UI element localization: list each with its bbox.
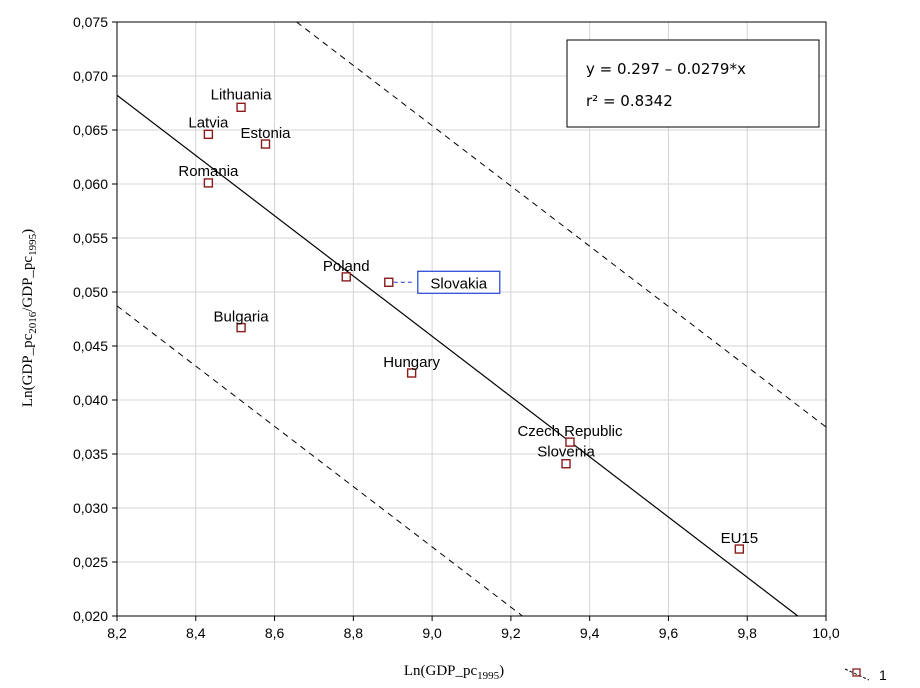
point-marker [384, 277, 394, 287]
equation-line: y = 0.297 – 0.0279*x [586, 60, 746, 78]
x-tick-label: 8,6 [265, 625, 285, 641]
data-point: Lithuania [211, 86, 273, 113]
highlight-label-box [417, 270, 501, 294]
y-tick-label: 0,060 [73, 176, 108, 192]
point-marker [734, 544, 745, 554]
data-points: Lithuania Latvia Estonia Romania Poland Slova… [178, 86, 759, 554]
x-tick-label: 9,6 [659, 625, 679, 641]
plot-frame [116, 21, 827, 617]
lower-confidence-band [116, 305, 523, 617]
point-label: Slovenia [537, 444, 595, 461]
x-tick-label: 10,0 [812, 625, 839, 641]
y-axis-title: Ln(GDP_pc2016/GDP_pc1995) [20, 229, 39, 407]
y-tick-label: 0,065 [73, 122, 108, 138]
x-tick-label: 9,2 [501, 625, 521, 641]
point-marker [406, 368, 417, 378]
y-tick-label: 0,045 [73, 338, 108, 354]
upper-confidence-band [296, 21, 827, 428]
point-label: Hungary [383, 354, 440, 371]
data-point: EU15 [721, 530, 759, 554]
data-point: Hungary [383, 354, 440, 378]
x-tick-label: 8,8 [344, 625, 364, 641]
point-marker [341, 272, 351, 282]
x-tick-label: 9,4 [580, 625, 600, 641]
point-label: Lithuania [211, 86, 273, 103]
equation-box: y = 0.297 – 0.0279*x r² = 0.8342 [566, 39, 820, 128]
point-label: Estonia [240, 125, 291, 142]
point-marker [203, 129, 214, 140]
point-label: Latvia [188, 114, 229, 131]
data-point: Slovenia [537, 444, 595, 469]
y-tick-label: 0,075 [73, 14, 108, 30]
data-point: Romania [178, 163, 239, 188]
x-tick-label: 9,0 [422, 625, 442, 641]
point-marker [260, 139, 271, 149]
x-axis-ticks: 8,2 8,4 8,6 8,8 9,0 9,2 9,4 9,6 9,8 10,0 [107, 616, 840, 641]
point-label: Slovakia [430, 275, 487, 292]
point-marker [236, 102, 246, 113]
y-tick-label: 0,040 [73, 392, 108, 408]
y-tick-label: 0,020 [73, 608, 108, 624]
point-marker [203, 178, 214, 188]
legend: 1 [844, 667, 887, 683]
x-tick-label: 8,4 [186, 625, 206, 641]
point-label: EU15 [721, 530, 759, 547]
data-point: Latvia [188, 114, 229, 140]
equation-frame [566, 39, 820, 128]
point-marker [236, 322, 246, 333]
r-squared-line: r² = 0.8342 [586, 92, 673, 110]
regression-line [116, 94, 799, 617]
data-point: Bulgaria [214, 309, 270, 333]
y-tick-label: 0,055 [73, 230, 108, 246]
point-label: Bulgaria [214, 309, 270, 326]
data-point: Czech Republic [517, 423, 623, 447]
x-axis-title: Ln(GDP_pc1995) [404, 663, 504, 682]
point-label: Romania [178, 163, 239, 180]
point-marker [565, 437, 575, 447]
y-tick-label: 0,030 [73, 500, 108, 516]
point-label: Czech Republic [517, 423, 623, 440]
y-tick-label: 0,070 [73, 68, 108, 84]
data-point: Slovakia [384, 270, 501, 294]
legend-line [844, 668, 870, 681]
confidence-bands [116, 21, 827, 617]
y-tick-label: 0,025 [73, 554, 108, 570]
point-marker [561, 459, 571, 469]
data-point: Estonia [240, 125, 291, 149]
y-axis-ticks: 0,020 0,025 0,030 0,035 0,040 0,045 0,050 0,055… [73, 14, 117, 624]
x-tick-label: 9,8 [737, 625, 757, 641]
point-label: Poland [323, 258, 370, 275]
y-tick-label: 0,035 [73, 446, 108, 462]
data-point: Poland [323, 258, 370, 282]
y-tick-label: 0,050 [73, 284, 108, 300]
legend-label: 1 [879, 667, 887, 683]
x-tick-label: 8,2 [107, 625, 127, 641]
legend-marker [852, 668, 861, 677]
